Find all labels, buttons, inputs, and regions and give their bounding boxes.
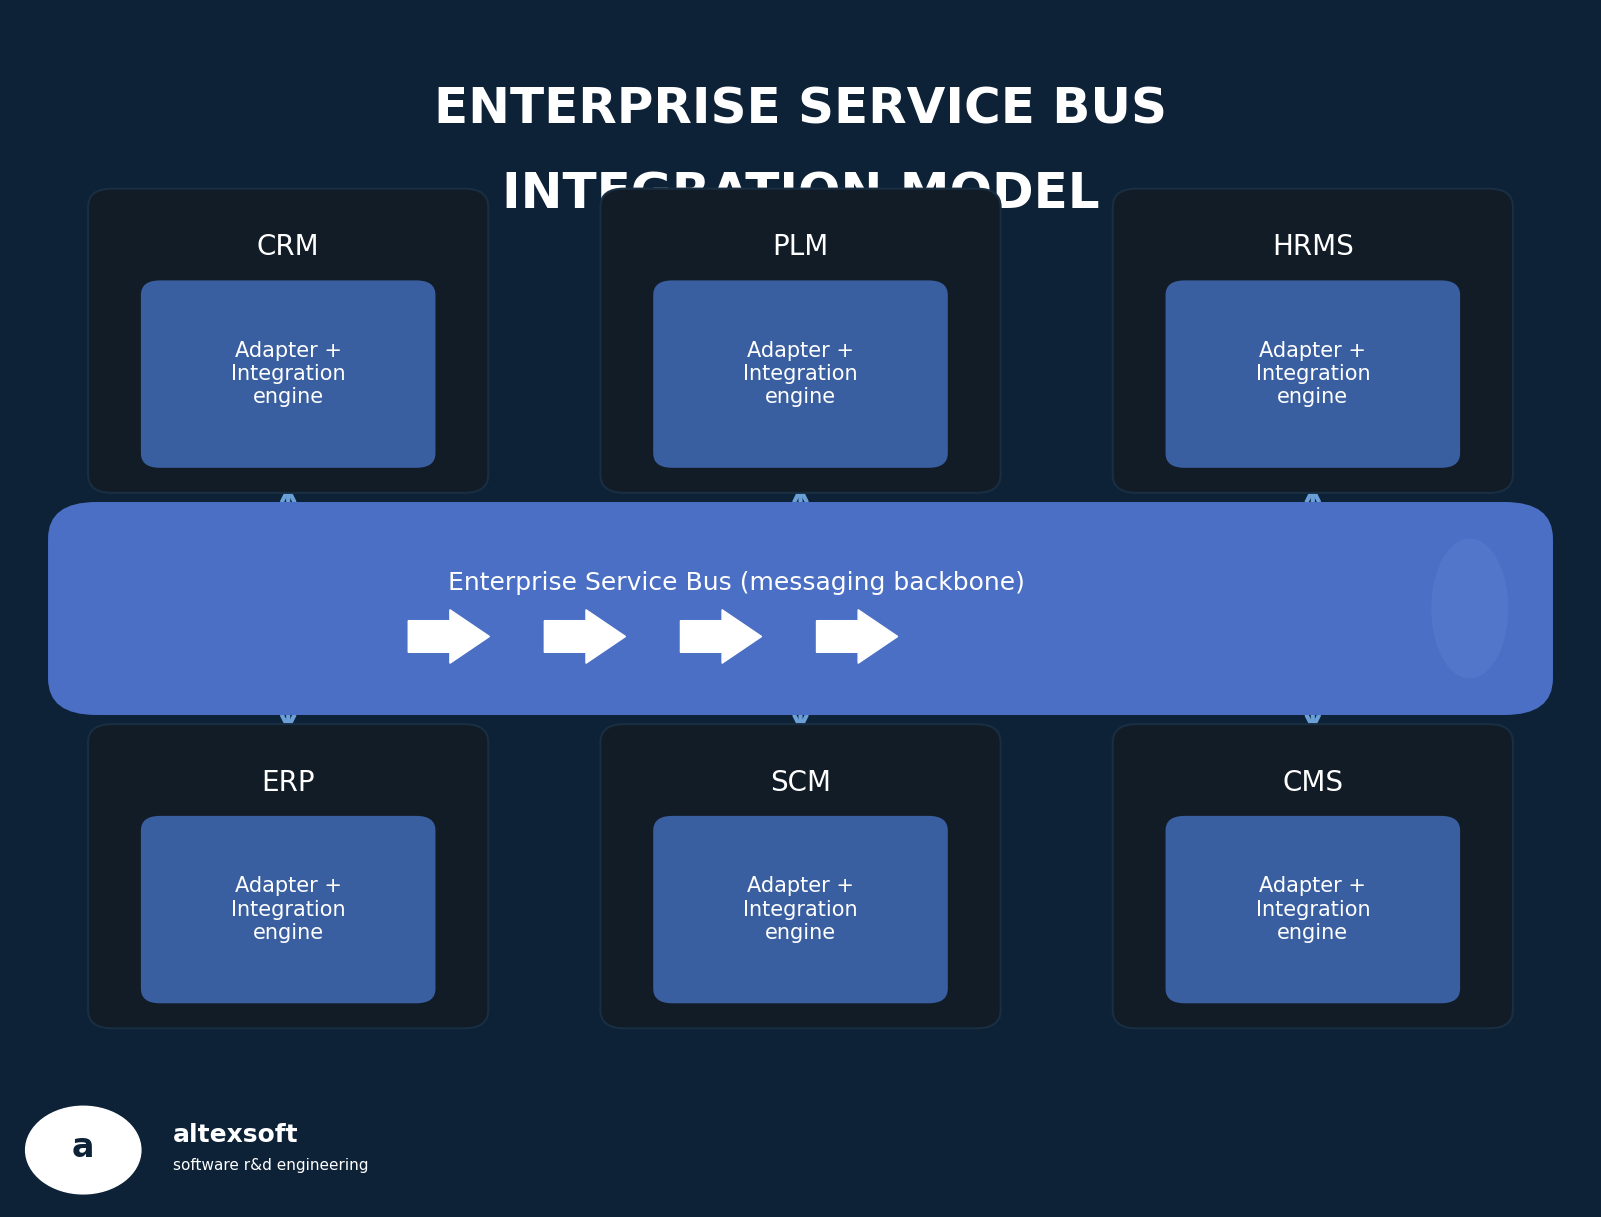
Text: Enterprise Service Bus (messaging backbone): Enterprise Service Bus (messaging backbo… [448,571,1025,595]
FancyArrow shape [408,610,490,663]
Text: Adapter +
Integration
engine: Adapter + Integration engine [1255,876,1370,943]
FancyBboxPatch shape [653,815,948,1003]
Text: ENTERPRISE SERVICE BUS: ENTERPRISE SERVICE BUS [434,85,1167,134]
FancyBboxPatch shape [653,280,948,467]
Text: CRM: CRM [256,232,320,262]
Text: ERP: ERP [261,768,315,797]
FancyBboxPatch shape [1166,815,1460,1003]
FancyBboxPatch shape [141,815,435,1003]
FancyArrow shape [680,610,762,663]
Text: CMS: CMS [1282,768,1343,797]
FancyBboxPatch shape [1113,724,1513,1028]
FancyBboxPatch shape [88,724,488,1028]
Text: Adapter +
Integration
engine: Adapter + Integration engine [743,341,858,408]
FancyBboxPatch shape [48,503,1553,716]
Text: PLM: PLM [772,232,829,262]
FancyBboxPatch shape [600,724,1001,1028]
Text: Adapter +
Integration
engine: Adapter + Integration engine [231,341,346,408]
FancyBboxPatch shape [1113,189,1513,493]
FancyBboxPatch shape [600,189,1001,493]
Text: HRMS: HRMS [1271,232,1354,262]
Circle shape [26,1106,141,1194]
FancyBboxPatch shape [141,280,435,467]
Text: Adapter +
Integration
engine: Adapter + Integration engine [231,876,346,943]
Text: software r&d engineering: software r&d engineering [173,1159,368,1173]
Text: INTEGRATION MODEL: INTEGRATION MODEL [501,170,1100,219]
FancyArrow shape [817,610,898,663]
Text: SCM: SCM [770,768,831,797]
FancyBboxPatch shape [1166,280,1460,467]
Ellipse shape [1431,538,1508,679]
Text: Adapter +
Integration
engine: Adapter + Integration engine [1255,341,1370,408]
Text: a: a [72,1131,94,1165]
FancyBboxPatch shape [88,189,488,493]
FancyArrow shape [544,610,626,663]
Text: Adapter +
Integration
engine: Adapter + Integration engine [743,876,858,943]
Text: altexsoft: altexsoft [173,1123,298,1148]
